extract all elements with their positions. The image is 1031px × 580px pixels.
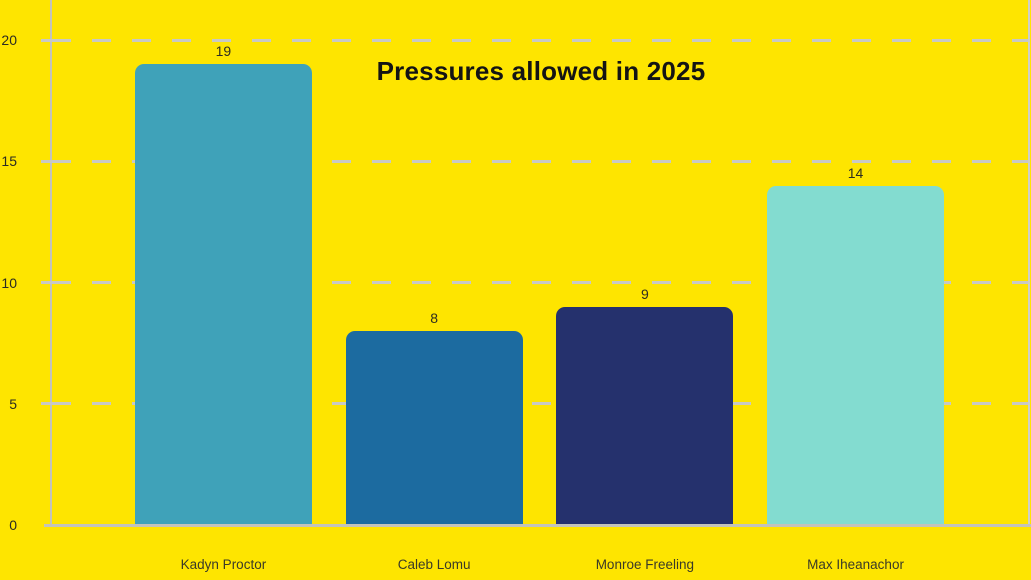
y-tick-label-15: 15 [1, 153, 17, 170]
category-label: Kadyn Proctor [180, 557, 267, 572]
bar-value-label: 9 [640, 285, 649, 302]
gridline-20 [52, 38, 1028, 42]
gridline-15 [52, 159, 1028, 163]
category-label: Max Iheanachor [807, 557, 904, 572]
bar-max-iheanachor [767, 185, 945, 526]
y-axis-line [50, 0, 52, 526]
chart-title: Pressures allowed in 2025 [376, 56, 706, 86]
bar-monroe-freeling [556, 306, 734, 526]
x-axis-line [44, 524, 1031, 527]
y-tick-mark-5 [41, 402, 52, 406]
y-tick-mark-15 [41, 159, 52, 163]
y-tick-label-5: 5 [9, 395, 17, 412]
bar-value-label: 8 [430, 310, 439, 326]
y-tick-mark-20 [41, 38, 52, 42]
gridline-10 [52, 281, 1028, 284]
category-label: Caleb Lomu [397, 557, 471, 572]
bar-kadyn-proctor [134, 64, 312, 526]
y-tick-label-0: 0 [9, 517, 17, 533]
y-tick-mark-10 [41, 281, 52, 284]
category-label: Monroe Freeling [595, 557, 694, 572]
plot-right-border [1028, 0, 1030, 526]
y-tick-label-20: 20 [1, 32, 17, 48]
bar-value-label: 14 [847, 164, 864, 181]
bar-caleb-lomu [345, 331, 523, 526]
y-tick-label-10: 10 [1, 274, 17, 291]
bar-value-label: 19 [215, 43, 232, 60]
gridline-5 [52, 402, 1028, 406]
